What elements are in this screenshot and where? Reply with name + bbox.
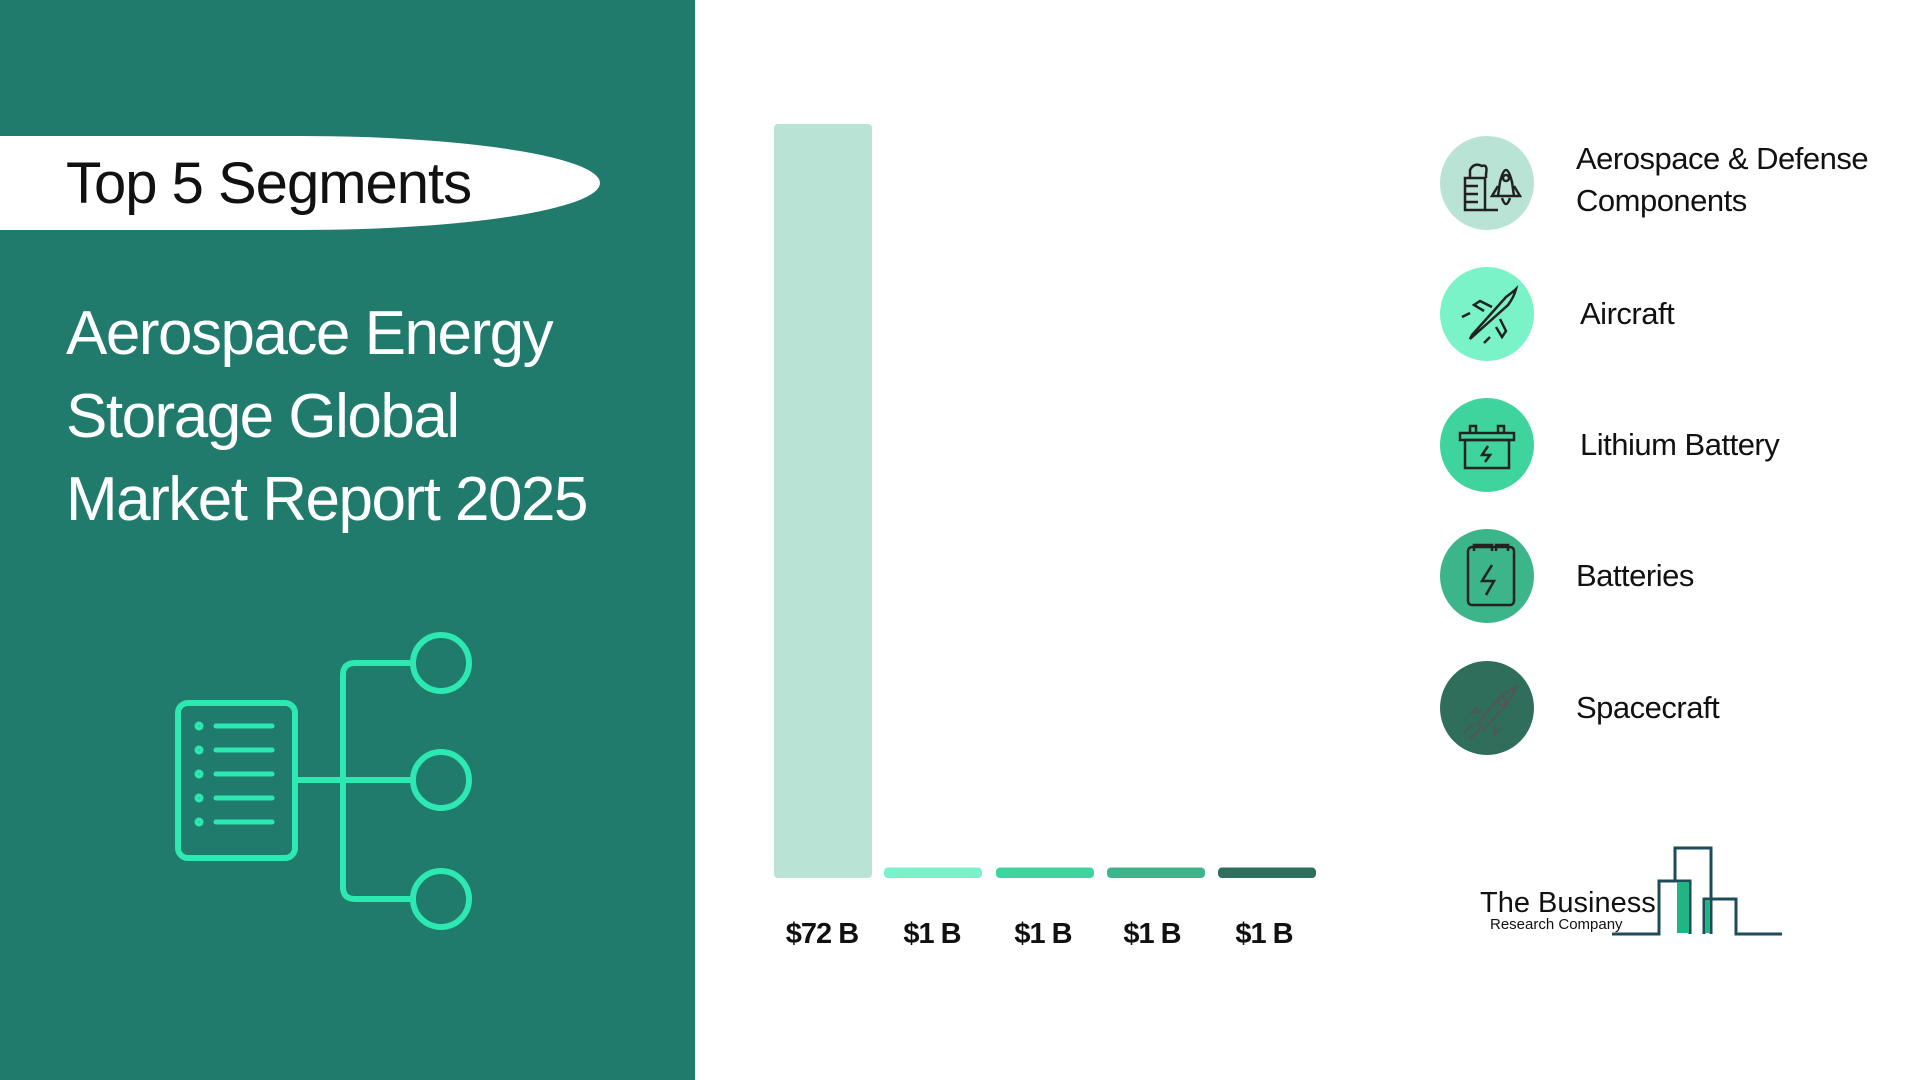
segment-tree-icon [175,632,472,930]
legend-icon-circle [1440,661,1534,755]
logo-line1: The Business [1480,887,1656,919]
legend-label: Batteries [1576,555,1694,597]
legend-label-line: Batteries [1576,558,1694,593]
legend-item: Batteries [1440,529,1900,623]
legend-label: Aircraft [1580,293,1675,335]
battery-bolt-icon [1466,543,1516,607]
bar-value-label: $1 B [1235,918,1293,950]
title-line: Market Report 2025 [66,465,588,534]
bar-value-label: $72 B [785,918,859,950]
legend-item: Spacecraft [1440,661,1900,755]
fighter-jet-icon [1461,284,1519,344]
factory-rocket-icon [1463,163,1523,212]
bar-2 [996,867,1094,878]
legend-item: Lithium Battery [1440,398,1900,492]
legend-icon-circle [1440,398,1534,492]
legend-label: Spacecraft [1576,687,1720,729]
legend-label-line: Lithium Battery [1580,427,1780,462]
legend-item: Aircraft [1440,267,1900,361]
legend-label: Lithium Battery [1580,424,1780,466]
legend-label-line: Spacecraft [1576,690,1720,725]
bar-chart [774,124,1316,878]
bar-value-label: $1 B [1123,918,1181,950]
legend-icon-circle [1440,136,1534,230]
legend-item: Aerospace & Defense Components [1440,136,1900,230]
bar-3 [1107,867,1205,878]
legend-label-line: Aerospace & Defense [1576,141,1869,176]
title-line: Storage Global [66,382,460,451]
segments-badge: Top 5 Segments [0,136,600,230]
bar-1 [884,867,982,878]
bar-4 [1218,867,1316,878]
legend-label: Aerospace & Defense Components [1576,138,1869,222]
badge-text: Top 5 Segments [66,151,472,216]
bar-0 [774,124,872,878]
rocket-icon [1463,685,1518,740]
car-battery-icon [1458,424,1516,470]
report-title: Aerospace Energy Storage Global Market R… [66,292,588,541]
legend-icon-circle [1440,267,1534,361]
left-panel: Top 5 Segments Aerospace Energy Storage … [0,0,695,1080]
legend-icon-circle [1440,529,1534,623]
legend-label-line: Aircraft [1580,296,1675,331]
bar-value-label: $1 B [903,918,961,950]
title-line: Aerospace Energy [66,299,554,368]
legend-label-line: Components [1576,183,1747,218]
bar-value-label: $1 B [1014,918,1072,950]
logo-line2: Research Company [1490,916,1623,933]
